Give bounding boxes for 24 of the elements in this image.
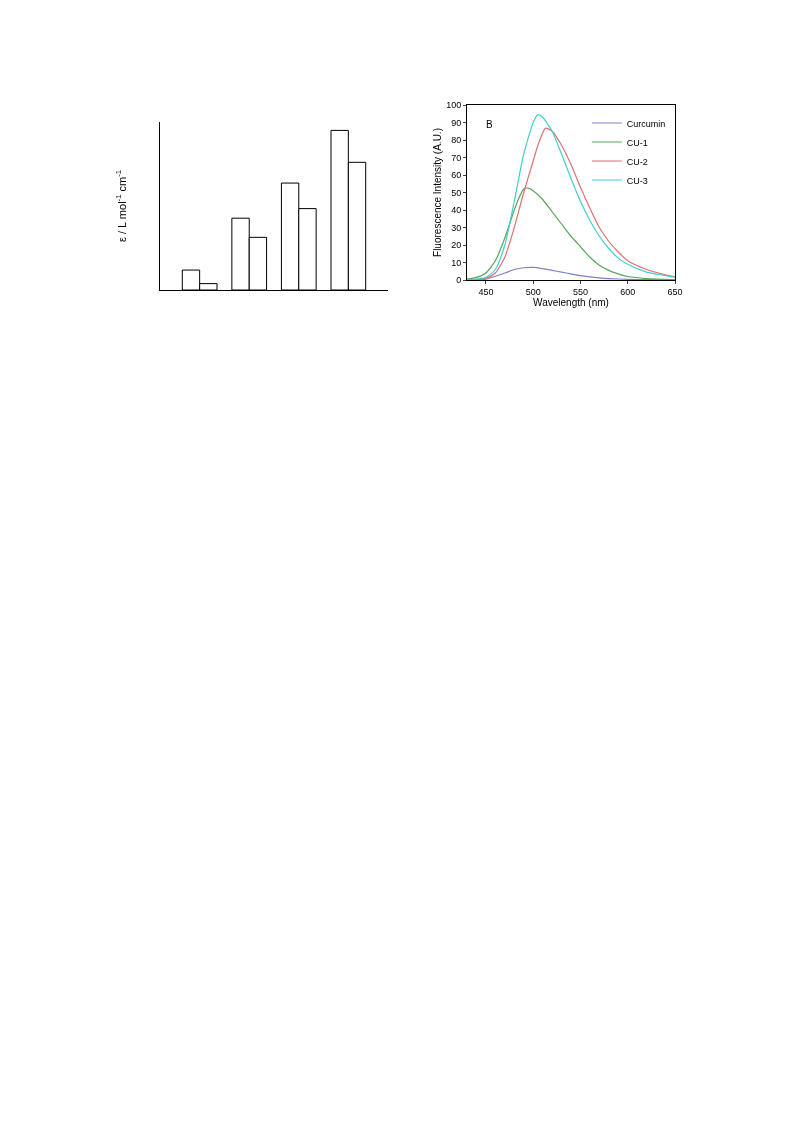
line-series xyxy=(467,187,675,280)
x-tick-label: 600 xyxy=(620,286,636,297)
x-tick-label: 500 xyxy=(525,286,541,297)
y-tick-label: 40 xyxy=(451,205,462,216)
y-tick-label: 80 xyxy=(451,135,462,146)
y-tick-label: 50 xyxy=(451,187,462,198)
legend-label: CU-1 xyxy=(626,137,648,148)
y-tick-label: 100 xyxy=(446,100,462,111)
legend-label: Curcumin xyxy=(626,118,666,129)
x-tick-label: 450 xyxy=(478,286,494,297)
legend-label: CU-3 xyxy=(626,175,648,186)
y-tick-label: 20 xyxy=(451,240,462,251)
x-tick-label: 550 xyxy=(572,286,588,297)
y-axis-title: Fluorescence Intensity (A.U.) xyxy=(432,128,444,257)
y-tick-label: 0 xyxy=(456,275,462,286)
annotation: B xyxy=(486,119,493,130)
y-tick-label: 10 xyxy=(451,257,462,268)
y-tick-label: 90 xyxy=(451,117,462,128)
y-tick-label: 30 xyxy=(451,222,462,233)
y-tick-label: 60 xyxy=(451,170,462,181)
x-tick-label: 650 xyxy=(667,286,683,297)
y-tick-label: 70 xyxy=(451,152,462,163)
legend-label: CU-2 xyxy=(626,156,648,167)
x-axis-title: Wavelength (nm) xyxy=(533,296,609,308)
